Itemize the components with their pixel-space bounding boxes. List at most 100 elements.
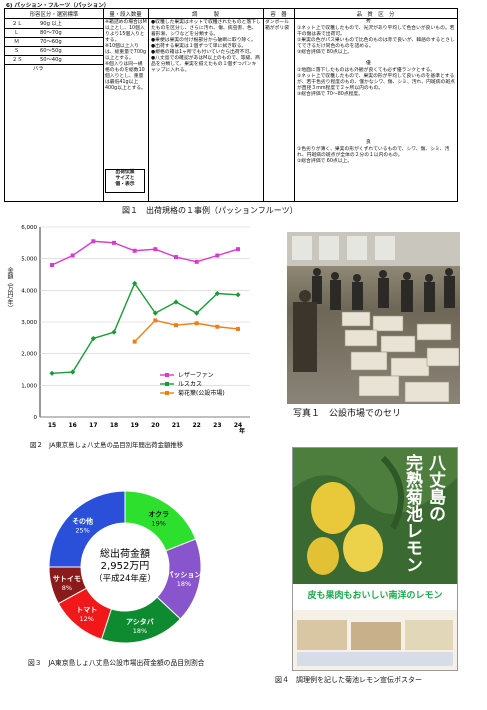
grade-ryo: 良 [366, 140, 371, 145]
y-tick-label: 6,000 [21, 225, 37, 231]
x-tick-label: 24 [234, 422, 242, 429]
size-row: Ｍ 70〜60g [14, 39, 62, 45]
data-point [112, 240, 116, 245]
size-row: Ｌ 80〜70g [14, 30, 62, 36]
y-tick-label: 1,000 [21, 383, 37, 389]
data-point [215, 324, 220, 329]
bara-label: バラ [33, 66, 44, 72]
quality-ryo-text: ①色劣りが薄く、果実の形がくずれているもので、シワ、傷、シミ、汚れ、円斑病の斑点… [297, 147, 450, 164]
quality-yu-text: ①地面に落下したものはも外観が良くても必ず優ランクとする。 ②ネット上で収穫した… [297, 68, 455, 97]
pie-value-label: 18% [133, 627, 147, 635]
pie-label: サトイモ [53, 575, 81, 583]
size-row: ２Ｓ 50〜40g [12, 57, 62, 63]
grade-shu: 秀 [366, 19, 371, 24]
line-chart: 0 1,000 2,000 3,000 4,000 5,000 6,000 15 16 17 18 1… [21, 225, 250, 435]
data-point [214, 290, 220, 297]
data-point [132, 248, 137, 253]
x-tick-label: 20 [151, 422, 159, 429]
header-size: 形容区分・選別標準 [29, 12, 79, 18]
ship-box: 出荷伝票 サイズと 個・表示 [105, 169, 145, 193]
pie-center-text: 総出荷金額 [100, 547, 150, 560]
qty-text: ※箱詰めの場合はM以上とし、10個入りより15個入りとする。 ※10個以上入りは… [105, 20, 147, 91]
data-point [173, 299, 179, 305]
x-tick-label: 21 [172, 422, 180, 429]
photo1-caption: 写真１ 公設市場でのセリ [293, 409, 402, 419]
data-point [132, 339, 137, 344]
fig1-caption: 図１ 出荷規格の１事例（パッションフルーツ） [122, 206, 298, 215]
x-tick-label: 16 [68, 422, 76, 429]
legend-label: ルスカス [178, 381, 202, 388]
pie-label: トマト [76, 606, 97, 614]
pie-chart: オクラ19%パッション18%アシタバ18%トマト12%サトイモ8%その他25%総… [48, 490, 202, 644]
data-point [215, 253, 220, 258]
size-row: Ｓ 60〜50g [14, 48, 62, 54]
x-tick-label: 17 [89, 422, 97, 429]
data-point [194, 321, 199, 326]
size-row: ２Ｌ 90g 以上 [12, 21, 62, 27]
legend-label: レザーファン [178, 372, 214, 379]
lemon-poster: 八丈島の 完熟菊池レモン 皮も果肉もおいしい南洋のレモン [292, 447, 458, 671]
fig4-caption: 図４ 調理例を記した菊池レモン宣伝ポスター [275, 676, 422, 684]
ship-box-label: 出荷伝票 サイズと 個・表示 [115, 170, 135, 187]
legend-marker [165, 373, 169, 377]
y-axis-label: 金額（万円/年） [6, 267, 13, 312]
data-point [174, 255, 178, 260]
pie-value-label: 18% [177, 580, 191, 588]
data-point [70, 253, 75, 258]
quality-shu-text: ①ネット上で収穫したもので、光沢があり平均して色合いが良いもの。若干の傷は表で出… [297, 26, 455, 55]
data-point [153, 318, 158, 323]
data-point [70, 369, 76, 375]
pie-label: アシタバ [126, 617, 154, 626]
data-point [236, 247, 240, 252]
series-line-1 [51, 281, 239, 374]
y-tick-label: 3,000 [21, 320, 37, 326]
y-tick-label: 4,000 [21, 288, 37, 294]
x-tick-label: 15 [48, 422, 56, 429]
series-line-2 [134, 319, 239, 343]
pie-center-text: （平成24年産） [94, 573, 156, 584]
poster-title-line1: 八丈島の [425, 454, 445, 522]
x-tick-label: 22 [192, 422, 200, 429]
x-tick-label: 18 [110, 422, 118, 429]
pie-label: その他 [72, 517, 93, 526]
legend-marker [165, 382, 169, 386]
x-tick-label: 23 [213, 422, 221, 429]
prep-text: ●収穫した果実はネットで収穫されたものと落下したものを区分し、さらに汚れ、傷、病… [151, 20, 261, 73]
legend-marker [165, 391, 169, 395]
pie-value-label: 19% [151, 519, 165, 527]
poster-title-line2: 完熟菊池レモン [402, 454, 422, 573]
pie-value-label: 25% [75, 527, 89, 535]
pie-label: オクラ [148, 509, 169, 518]
grade-yu: 優 [366, 61, 371, 66]
header-quality: 品 質 区 分 [356, 12, 395, 18]
header-container: 容 器 [270, 12, 287, 18]
header-prep: 調 製 [192, 12, 219, 18]
pie-value-label: 8% [62, 584, 72, 592]
y-tick-label: 2,000 [21, 352, 37, 358]
data-point [236, 326, 240, 331]
fig2-caption: 図２ JA東京島しょ八丈島の品目別年間出荷金額推移 [30, 441, 184, 449]
x-axis-unit: 年 [239, 427, 245, 435]
poster-subtitle: 皮も果肉もおいしい南洋のレモン [307, 591, 443, 601]
data-point [111, 329, 117, 335]
spec-table: 形容区分・選別標準 量・段入数量 調 製 容 器 品 質 区 分 ２Ｌ 90g 以… [4, 8, 458, 202]
series-line-0 [51, 240, 239, 266]
pie-slice-5 [48, 490, 126, 568]
container-text: ダンボール箱がポリ袋 [265, 20, 289, 31]
y-tick-label: 5,000 [21, 257, 37, 263]
spec-table-title: 6) パッション・フルーツ（パッション） [6, 3, 110, 9]
data-point [235, 292, 241, 298]
data-point [49, 370, 55, 376]
fig3-caption: 図３ JA東京島しょ八丈島公設市場出荷金額の品目別割合 [28, 659, 205, 667]
pie-label: パッション [166, 570, 201, 579]
header-qty: 量・段入数量 [109, 12, 142, 18]
market-auction-photo [287, 232, 460, 404]
pie-center-text: 2,952万円 [101, 561, 150, 572]
x-tick-label: 19 [130, 422, 138, 429]
data-point [194, 259, 199, 264]
data-point [50, 263, 54, 267]
pie-value-label: 12% [80, 615, 94, 623]
data-point [153, 247, 158, 252]
data-point [91, 239, 96, 244]
y-tick-label: 0 [34, 415, 38, 421]
